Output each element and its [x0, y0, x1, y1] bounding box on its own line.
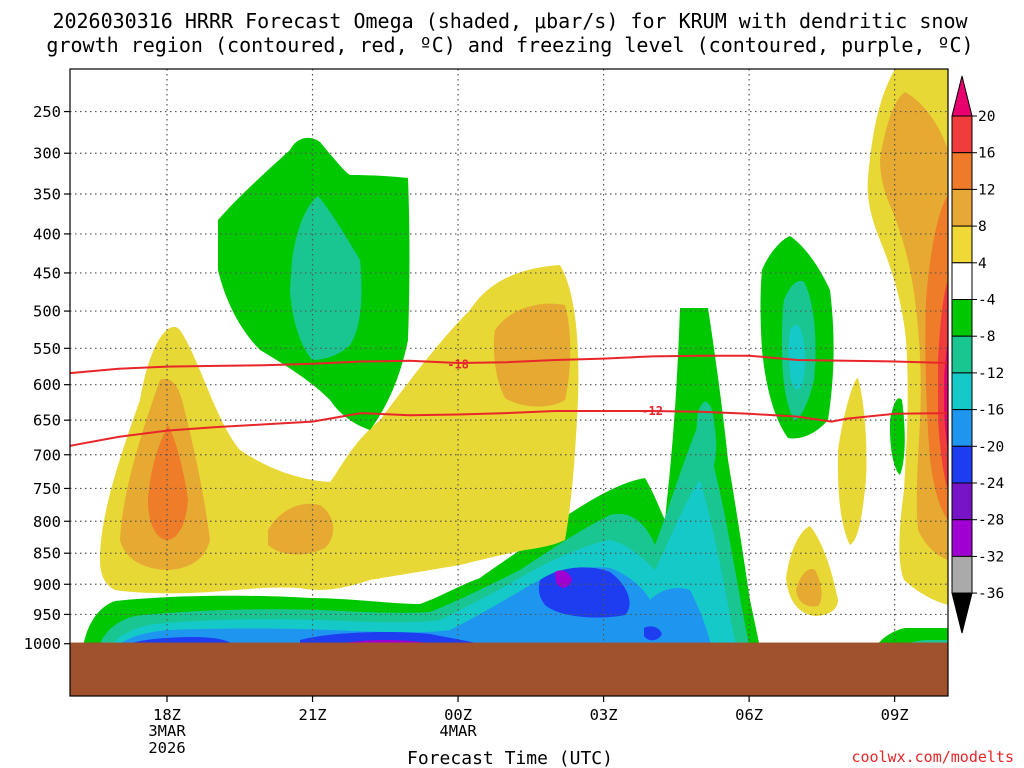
colorbar-label-12: 12	[978, 182, 995, 198]
colorbar-swatch-8	[951, 372, 973, 411]
colorbar-label--28: -28	[978, 513, 1004, 529]
colorbar-label-16: 16	[978, 146, 995, 162]
x-tick-label-18Z: 18Z	[153, 706, 181, 724]
chart-title-line-1: 2026030316 HRRR Forecast Omega (shaded, …	[52, 9, 968, 33]
y-tick-label-750: 750	[33, 480, 61, 498]
colorbar-swatch-5	[951, 262, 973, 300]
shade-teal-right-upper	[696, 280, 816, 469]
y-tick-label-900: 900	[33, 576, 61, 594]
colorbar-swatch-4	[951, 225, 973, 264]
contour-line--12	[69, 410, 949, 447]
colorbar-swatch-1	[951, 115, 973, 154]
y-tick-label-450: 450	[33, 264, 61, 282]
colorbar-swatch-7	[951, 335, 973, 374]
colorbar-label--4: -4	[978, 293, 996, 309]
colorbar-swatch-6	[951, 299, 973, 337]
chart-title-line-2: growth region (contoured, red, ºC) and f…	[46, 33, 973, 57]
gridlines	[70, 69, 948, 696]
shade-yellow-right-mid	[786, 378, 867, 616]
x-tick-label-03Z: 03Z	[590, 706, 618, 724]
colorbar-label--32: -32	[978, 549, 1004, 565]
colorbar-swatch-12	[951, 519, 973, 557]
x-tick-sublabel-18Z: 3MAR	[148, 722, 186, 740]
colorbar-label--24: -24	[978, 476, 1004, 492]
colorbar-swatch-2	[951, 152, 973, 190]
shade-teal-upper	[290, 196, 362, 360]
y-tick-label-1000: 1000	[24, 635, 61, 653]
colorbar-swatch-10	[951, 445, 973, 484]
colorbar-label--36: -36	[978, 586, 1004, 602]
contour-label--18: -18	[447, 357, 469, 371]
colorbar-swatch-9	[951, 409, 973, 447]
colorbar-swatch-13	[951, 555, 973, 594]
colorbar-bottom-triangle	[951, 592, 973, 634]
colorbar-label--20: -20	[978, 439, 1004, 455]
x-tick-sublabel-00Z: 4MAR	[439, 722, 477, 740]
y-tick-label-600: 600	[33, 376, 61, 394]
x-tick-label-00Z: 00Z	[444, 706, 472, 724]
colorbar-top-triangle	[951, 75, 973, 117]
colorbar-label--12: -12	[978, 366, 1004, 382]
credit-text: coolwx.com/modelts	[851, 748, 1014, 766]
y-tick-label-400: 400	[33, 225, 61, 243]
shade-magenta-right-edge	[944, 340, 948, 450]
x-tick-label-21Z: 21Z	[299, 706, 327, 724]
colorbar-swatch-11	[951, 482, 973, 521]
y-tick-label-700: 700	[33, 446, 61, 464]
y-tick-label-350: 350	[33, 186, 61, 204]
shade-yellow-left	[100, 265, 579, 594]
shade-red-right-edge	[938, 280, 948, 490]
contour-line--18	[69, 354, 949, 375]
shade-orange-left	[148, 425, 464, 540]
shade-cyan-right-upper	[788, 325, 805, 390]
ground-below-surface	[70, 642, 948, 696]
plot-frame	[69, 68, 949, 697]
y-tick-label-950: 950	[33, 606, 61, 624]
y-tick-label-500: 500	[33, 303, 61, 321]
colorbar-label-20: 20	[978, 109, 995, 125]
y-tick-label-800: 800	[33, 513, 61, 531]
x-tick-label-06Z: 06Z	[735, 706, 763, 724]
x-tick-year-18Z: 2026	[148, 739, 185, 757]
shade-lightorange-right-mid	[796, 569, 822, 607]
y-tick-label-650: 650	[33, 412, 61, 430]
colorbar-label--8: -8	[978, 329, 995, 345]
contour-label--12: -12	[641, 404, 663, 418]
colorbar: 20 16 12 8 4 -4 -8 -12 -16 -20 -24 -28 -32 -36	[951, 75, 1004, 634]
y-tick-label-300: 300	[33, 145, 61, 163]
temperature-contours: -18 -12	[69, 354, 949, 447]
y-tick-label-550: 550	[33, 340, 61, 358]
colorbar-label--16: -16	[978, 403, 1004, 419]
x-axis-label: Forecast Time (UTC)	[407, 748, 613, 768]
x-tick-label-09Z: 09Z	[881, 706, 909, 724]
colorbar-label-8: 8	[978, 219, 987, 235]
y-tick-label-850: 850	[33, 545, 61, 563]
y-axis: 250 300 350 400 450 500 550 600 650 700 750 800 850 9…	[24, 103, 70, 653]
shade-purple-lowlevel	[327, 570, 572, 665]
colorbar-label-4: 4	[978, 256, 987, 272]
shade-lightorange-left	[120, 303, 571, 570]
y-tick-label-250: 250	[33, 103, 61, 121]
colorbar-swatch-3	[951, 188, 973, 227]
